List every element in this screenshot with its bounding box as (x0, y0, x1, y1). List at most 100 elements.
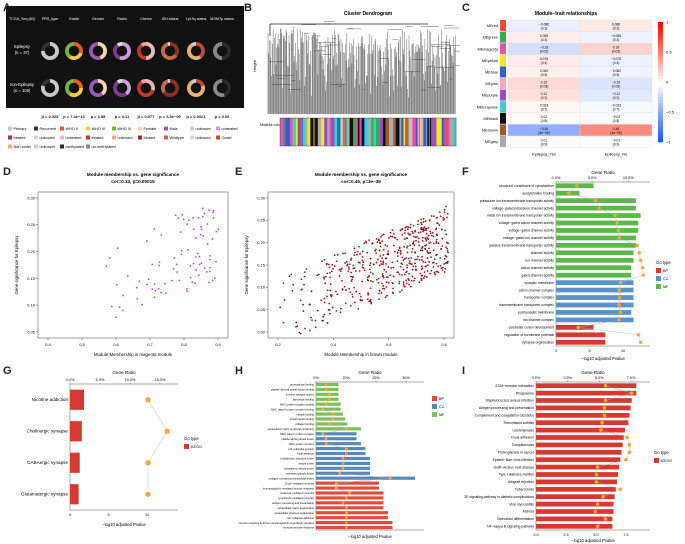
gene-ratio-point (603, 517, 608, 521)
data-point (350, 280, 353, 282)
data-point (334, 290, 337, 293)
data-point (410, 263, 413, 265)
data-point (192, 262, 195, 265)
data-point (445, 261, 448, 264)
data-point (409, 233, 412, 236)
gene-ratio-point (348, 491, 352, 495)
gene-ratio-point (603, 383, 608, 388)
data-point (426, 251, 429, 254)
colorbar-segment (658, 97, 663, 101)
term-label: postsynaptic membrane (518, 311, 554, 315)
data-point (426, 257, 429, 259)
data-point (387, 250, 390, 253)
y-tick-label: 0.05 (257, 307, 266, 312)
module-color-strip (399, 118, 402, 146)
data-point (211, 279, 214, 282)
data-point (399, 250, 402, 253)
data-point (429, 232, 432, 235)
donut-slice (222, 42, 231, 60)
x-axis-label: Module Membership in brown module (324, 352, 398, 357)
data-point (423, 275, 426, 278)
colorbar-segment (658, 139, 663, 143)
data-point (419, 272, 422, 275)
enrichment-bar (316, 471, 370, 475)
legend-swatch (34, 135, 38, 140)
data-point (369, 300, 372, 303)
data-point (421, 274, 424, 277)
data-point (203, 212, 206, 215)
data-point (151, 263, 154, 266)
data-point (205, 270, 208, 273)
data-point (422, 217, 425, 220)
data-point (387, 281, 390, 284)
y-axis-label: Gene significance for Epilepsy (244, 235, 249, 295)
data-point (200, 262, 203, 265)
module-color-strip (285, 118, 287, 146)
data-point (333, 265, 336, 267)
data-point (414, 236, 417, 239)
heatmap-cell-pvalue: (0.9) (541, 142, 548, 146)
term-label: Glutamatergic synapse (21, 491, 68, 496)
enrichment-bar (556, 317, 634, 323)
data-point (432, 242, 435, 245)
data-point (377, 238, 380, 241)
enrichment-bar (316, 501, 384, 505)
module-color-strip (445, 118, 449, 146)
term-label: ion channel complex (523, 318, 554, 322)
legend-label: KEGG (191, 445, 202, 449)
data-point (358, 245, 361, 248)
donut-slice (162, 79, 179, 97)
gene-ratio-point (624, 457, 628, 462)
data-point (361, 299, 364, 302)
data-point (333, 254, 336, 257)
module-color-strip (359, 118, 362, 146)
data-point (296, 325, 299, 327)
data-point (402, 268, 405, 271)
module-color-strip (415, 118, 418, 146)
enrichment-bar (316, 422, 348, 426)
data-point (303, 271, 306, 274)
data-point (417, 237, 420, 240)
data-point (198, 255, 201, 258)
term-label: cell−substrate junction (288, 447, 314, 451)
colorbar-segment (658, 79, 663, 83)
enrichment-bar (556, 213, 641, 218)
data-point (369, 257, 372, 260)
bottom-axis-tick: 5 (589, 349, 591, 353)
term-label: transporter complex (524, 296, 554, 300)
data-point (368, 239, 371, 242)
gene-ratio-point (344, 452, 348, 455)
module-name: MEred (487, 24, 498, 28)
data-point (329, 272, 331, 274)
bottom-axis-tick: 7.5 (623, 533, 628, 537)
data-point (398, 247, 401, 250)
kegg-enrichment-g-panel: Gene Ratio 0.0% 5.0% 10.0% 15.0% Nicotine add… (21, 370, 202, 527)
data-point (358, 270, 361, 272)
data-point (429, 230, 432, 233)
donut-slice (167, 42, 170, 47)
data-point (409, 226, 412, 229)
data-point (408, 272, 411, 275)
term-label: Type I diabetes mellitus (499, 473, 535, 477)
enrichment-bar (556, 310, 632, 315)
data-point (282, 282, 285, 285)
x-axis-label: −log10 adjusted Pvalue (581, 356, 625, 361)
legend-swatch (432, 404, 437, 409)
data-point (440, 228, 443, 231)
data-point (379, 255, 382, 257)
data-point (363, 269, 366, 272)
module-name: MEpink (485, 82, 498, 86)
colorbar-segment (658, 127, 663, 131)
term-label: MHC class II protein complex (280, 432, 314, 436)
data-point (396, 255, 399, 257)
data-point (374, 249, 376, 252)
data-point (305, 268, 308, 270)
data-point (317, 273, 320, 276)
data-point (437, 271, 440, 274)
data-point (389, 274, 392, 277)
gene-ratio-point (575, 184, 579, 188)
data-point (429, 272, 431, 275)
donut-slice (167, 79, 170, 84)
data-point (208, 209, 210, 212)
data-point (202, 235, 205, 237)
